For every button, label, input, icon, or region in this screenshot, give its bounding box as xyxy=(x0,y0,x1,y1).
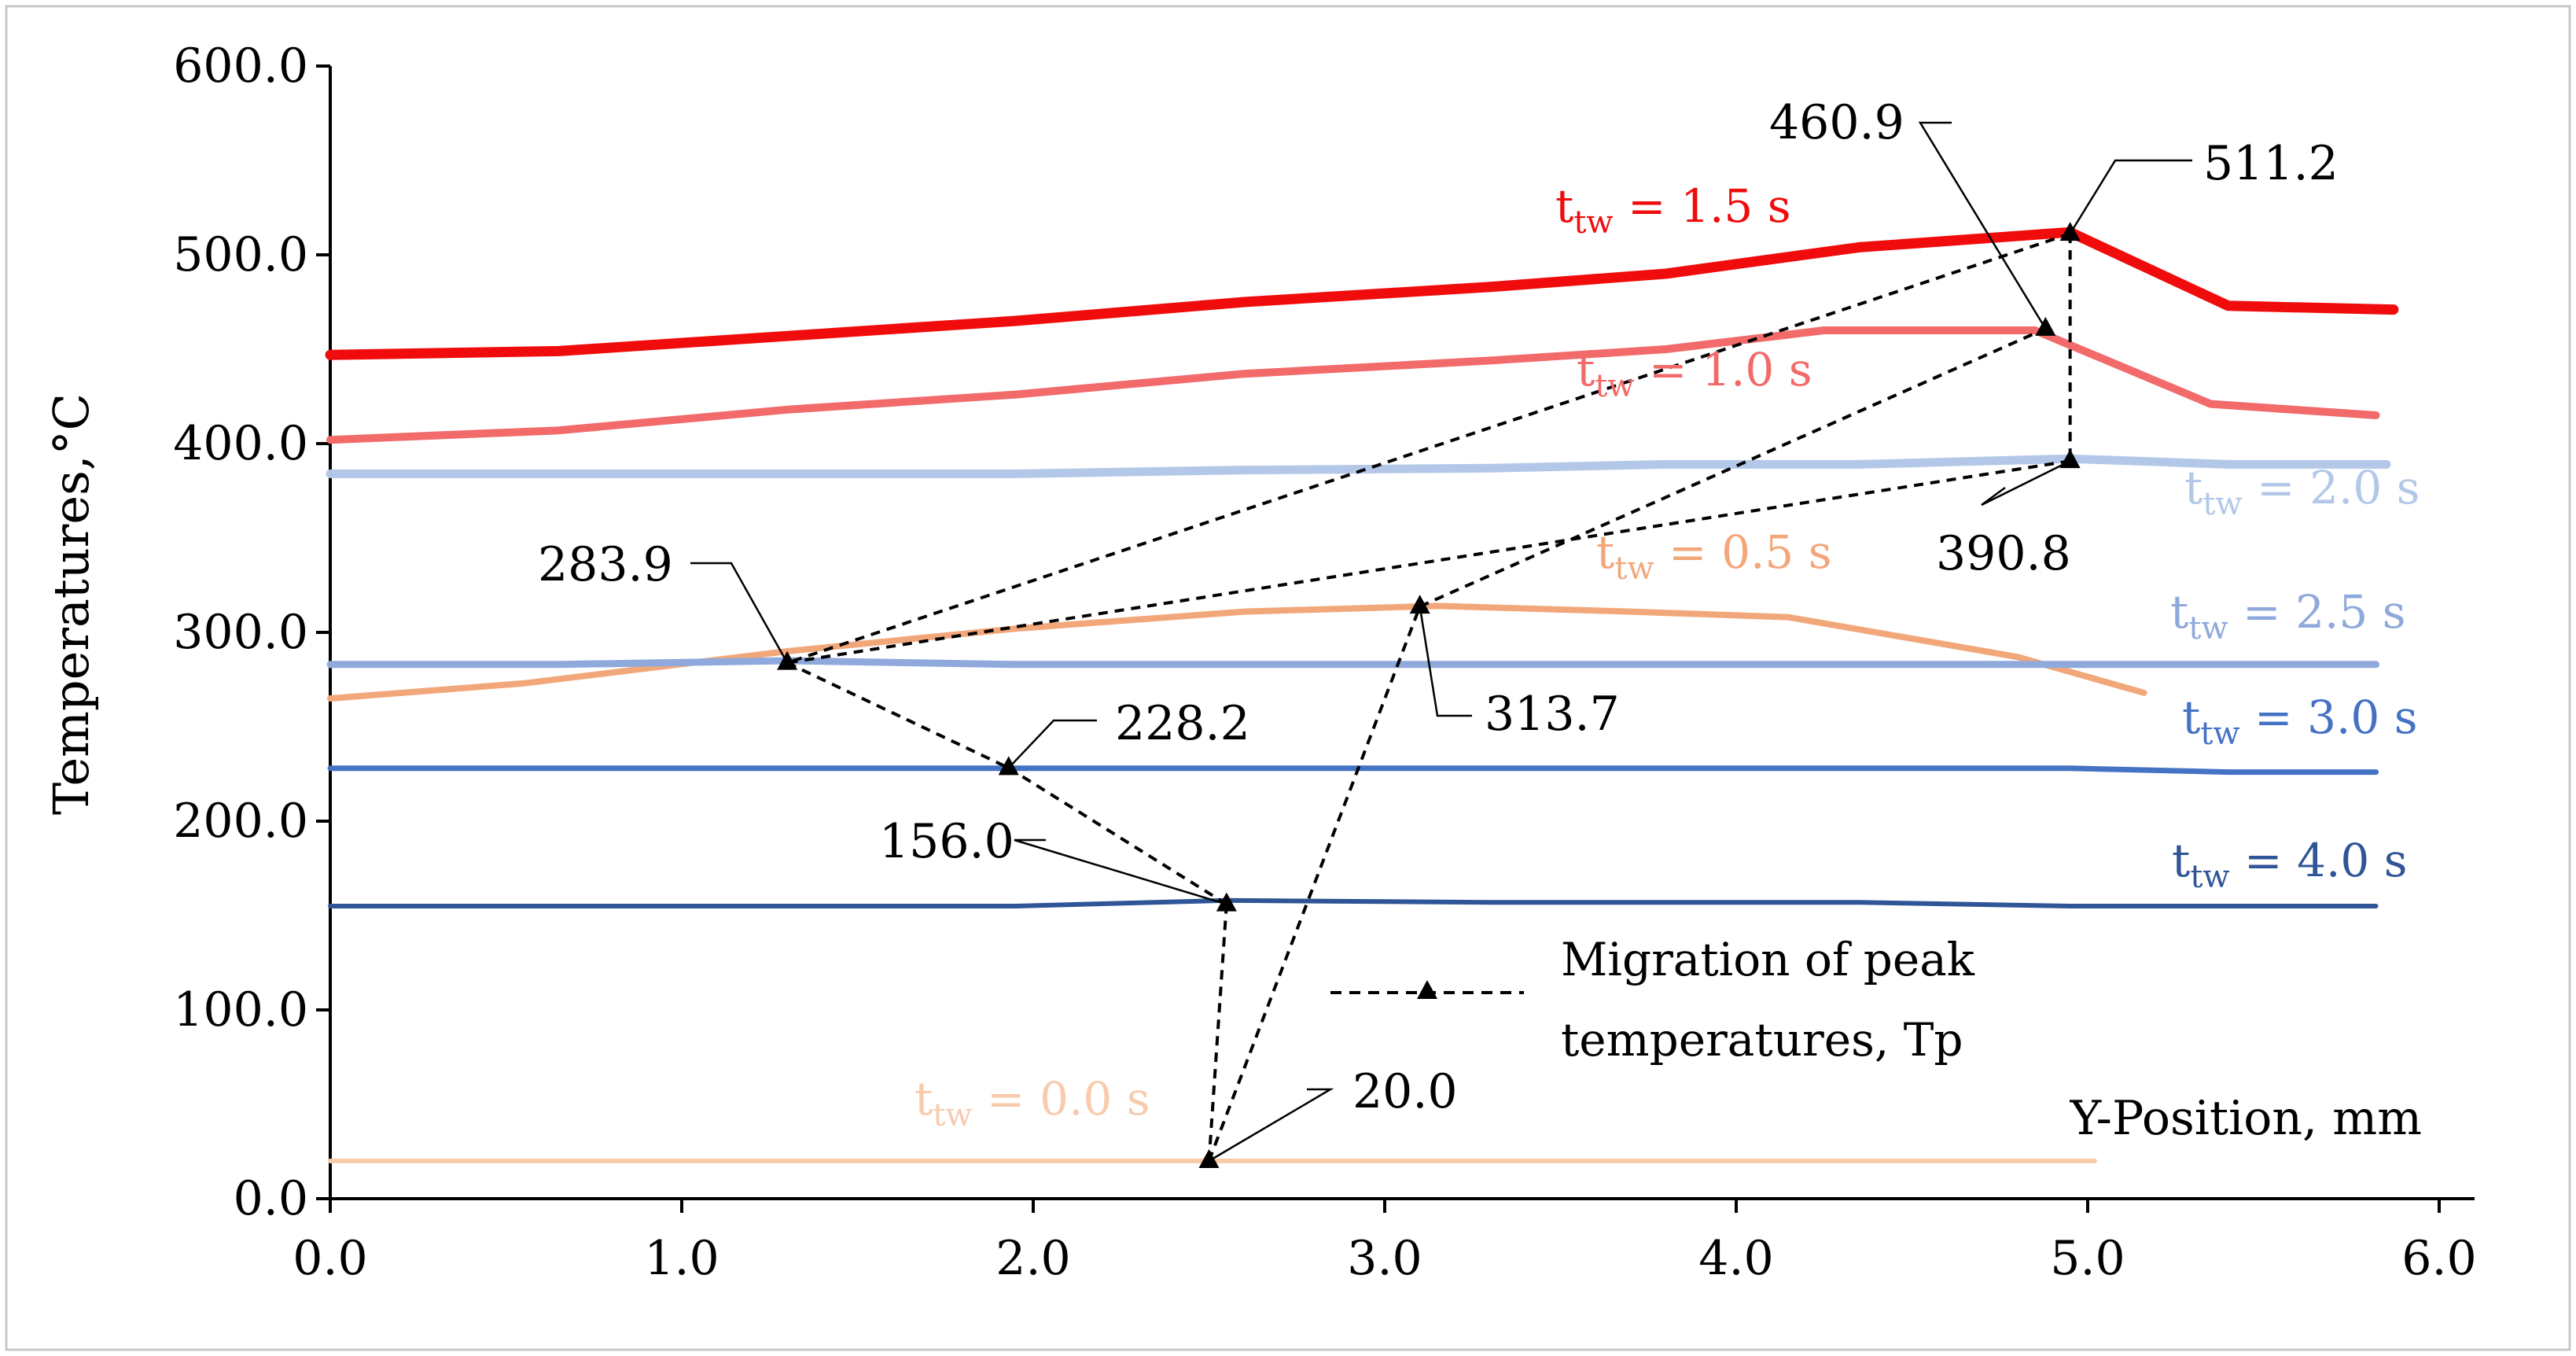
peak-marker-6 xyxy=(998,756,1019,776)
callout-leader-7 xyxy=(1014,838,1227,905)
series-label-5: ttw = 3.0 s xyxy=(2182,691,2418,752)
callout-leader-6 xyxy=(1007,719,1097,769)
callout-leader-5 xyxy=(690,562,789,664)
y-tick-label: 400.0 xyxy=(173,416,308,471)
callout-leader-0 xyxy=(1208,1088,1334,1163)
chart-border xyxy=(5,5,2571,1351)
x-tick-label: 3.0 xyxy=(1347,1231,1422,1286)
callout-label-3: 511.2 xyxy=(2203,136,2339,191)
y-tick-label: 200.0 xyxy=(173,794,308,849)
peak-marker-3 xyxy=(2059,222,2081,241)
series-line-4 xyxy=(326,657,2380,669)
x-tick-label: 2.0 xyxy=(995,1231,1070,1286)
callout-label-6: 228.2 xyxy=(1115,696,1250,751)
axes-group: 0.0 100.0 200.0 300.0 400.0 500.0 600.0 0.0 1.0 2… xyxy=(173,39,2476,1286)
y-tick-label: 500.0 xyxy=(173,227,308,282)
labels-layer: ttw = 1.5 s ttw = 1.0 s ttw = 2.0 s ttw = 0… xyxy=(538,95,2420,1163)
peak-marker-1 xyxy=(1409,595,1430,614)
peak-marker-7 xyxy=(1216,892,1237,912)
legend-label-line1: Migration of peak xyxy=(1561,933,1975,986)
callout-label-2: 460.9 xyxy=(1769,95,1904,150)
migration-segment-5 xyxy=(786,661,1010,770)
series-label-4: ttw = 2.5 s xyxy=(2170,585,2406,647)
legend-label-line2: temperatures, Tp xyxy=(1561,1013,1963,1067)
callout-label-0: 20.0 xyxy=(1352,1064,1458,1119)
series-line-2 xyxy=(326,454,2391,478)
series-label-0: ttw = 1.5 s xyxy=(1555,179,1791,241)
callout-label-5: 283.9 xyxy=(538,537,673,592)
series-line-6 xyxy=(328,897,2379,908)
peak-marker-5 xyxy=(777,650,798,670)
x-tick-label: 4.0 xyxy=(1698,1231,1773,1286)
x-tick-label: 0.0 xyxy=(293,1231,367,1286)
y-tick-label: 600.0 xyxy=(173,39,308,94)
migration-segment-3 xyxy=(786,459,2070,665)
series-line-3 xyxy=(327,602,2147,702)
y-tick-label: 300.0 xyxy=(173,605,308,660)
callout-label-4: 390.8 xyxy=(1936,526,2071,581)
callout-leader-1 xyxy=(1419,606,1472,717)
callout-leader-2 xyxy=(1918,121,2047,330)
legend-marker xyxy=(1417,980,1437,999)
migration-layer xyxy=(777,222,2081,1168)
migration-segment-1 xyxy=(1419,327,2047,608)
series-line-1 xyxy=(326,326,2380,444)
series-label-7: ttw = 0.0 s xyxy=(914,1072,1150,1133)
x-tick-label: 6.0 xyxy=(2401,1231,2476,1286)
y-tick-label: 0.0 xyxy=(234,1171,308,1226)
series-line-5 xyxy=(327,765,2379,776)
series-layer xyxy=(325,227,2399,1163)
x-axis-label: Y-Position, mm xyxy=(2070,1091,2422,1146)
callout-leader-4 xyxy=(1981,459,2071,507)
peak-marker-2 xyxy=(2035,316,2056,336)
series-line-0 xyxy=(325,227,2399,360)
y-axis-label: Temperatures,°C xyxy=(42,393,100,815)
series-label-3: ttw = 0.5 s xyxy=(1596,525,1832,587)
x-tick-label: 5.0 xyxy=(2050,1231,2125,1286)
peak-marker-0 xyxy=(1198,1149,1220,1168)
legend: Migration of peak temperatures, Tp xyxy=(1330,933,1975,1067)
callout-label-1: 313.7 xyxy=(1485,687,1620,742)
series-label-6: ttw = 4.0 s xyxy=(2172,834,2408,895)
series-label-2: ttw = 2.0 s xyxy=(2184,461,2420,522)
y-tick-label: 100.0 xyxy=(173,982,308,1037)
migration-segment-4 xyxy=(786,232,2071,665)
series-label-1: ttw = 1.0 s xyxy=(1577,343,1812,404)
x-tick-label: 1.0 xyxy=(644,1231,719,1286)
callout-label-7: 156.0 xyxy=(879,814,1014,869)
callout-leader-3 xyxy=(2069,159,2192,234)
